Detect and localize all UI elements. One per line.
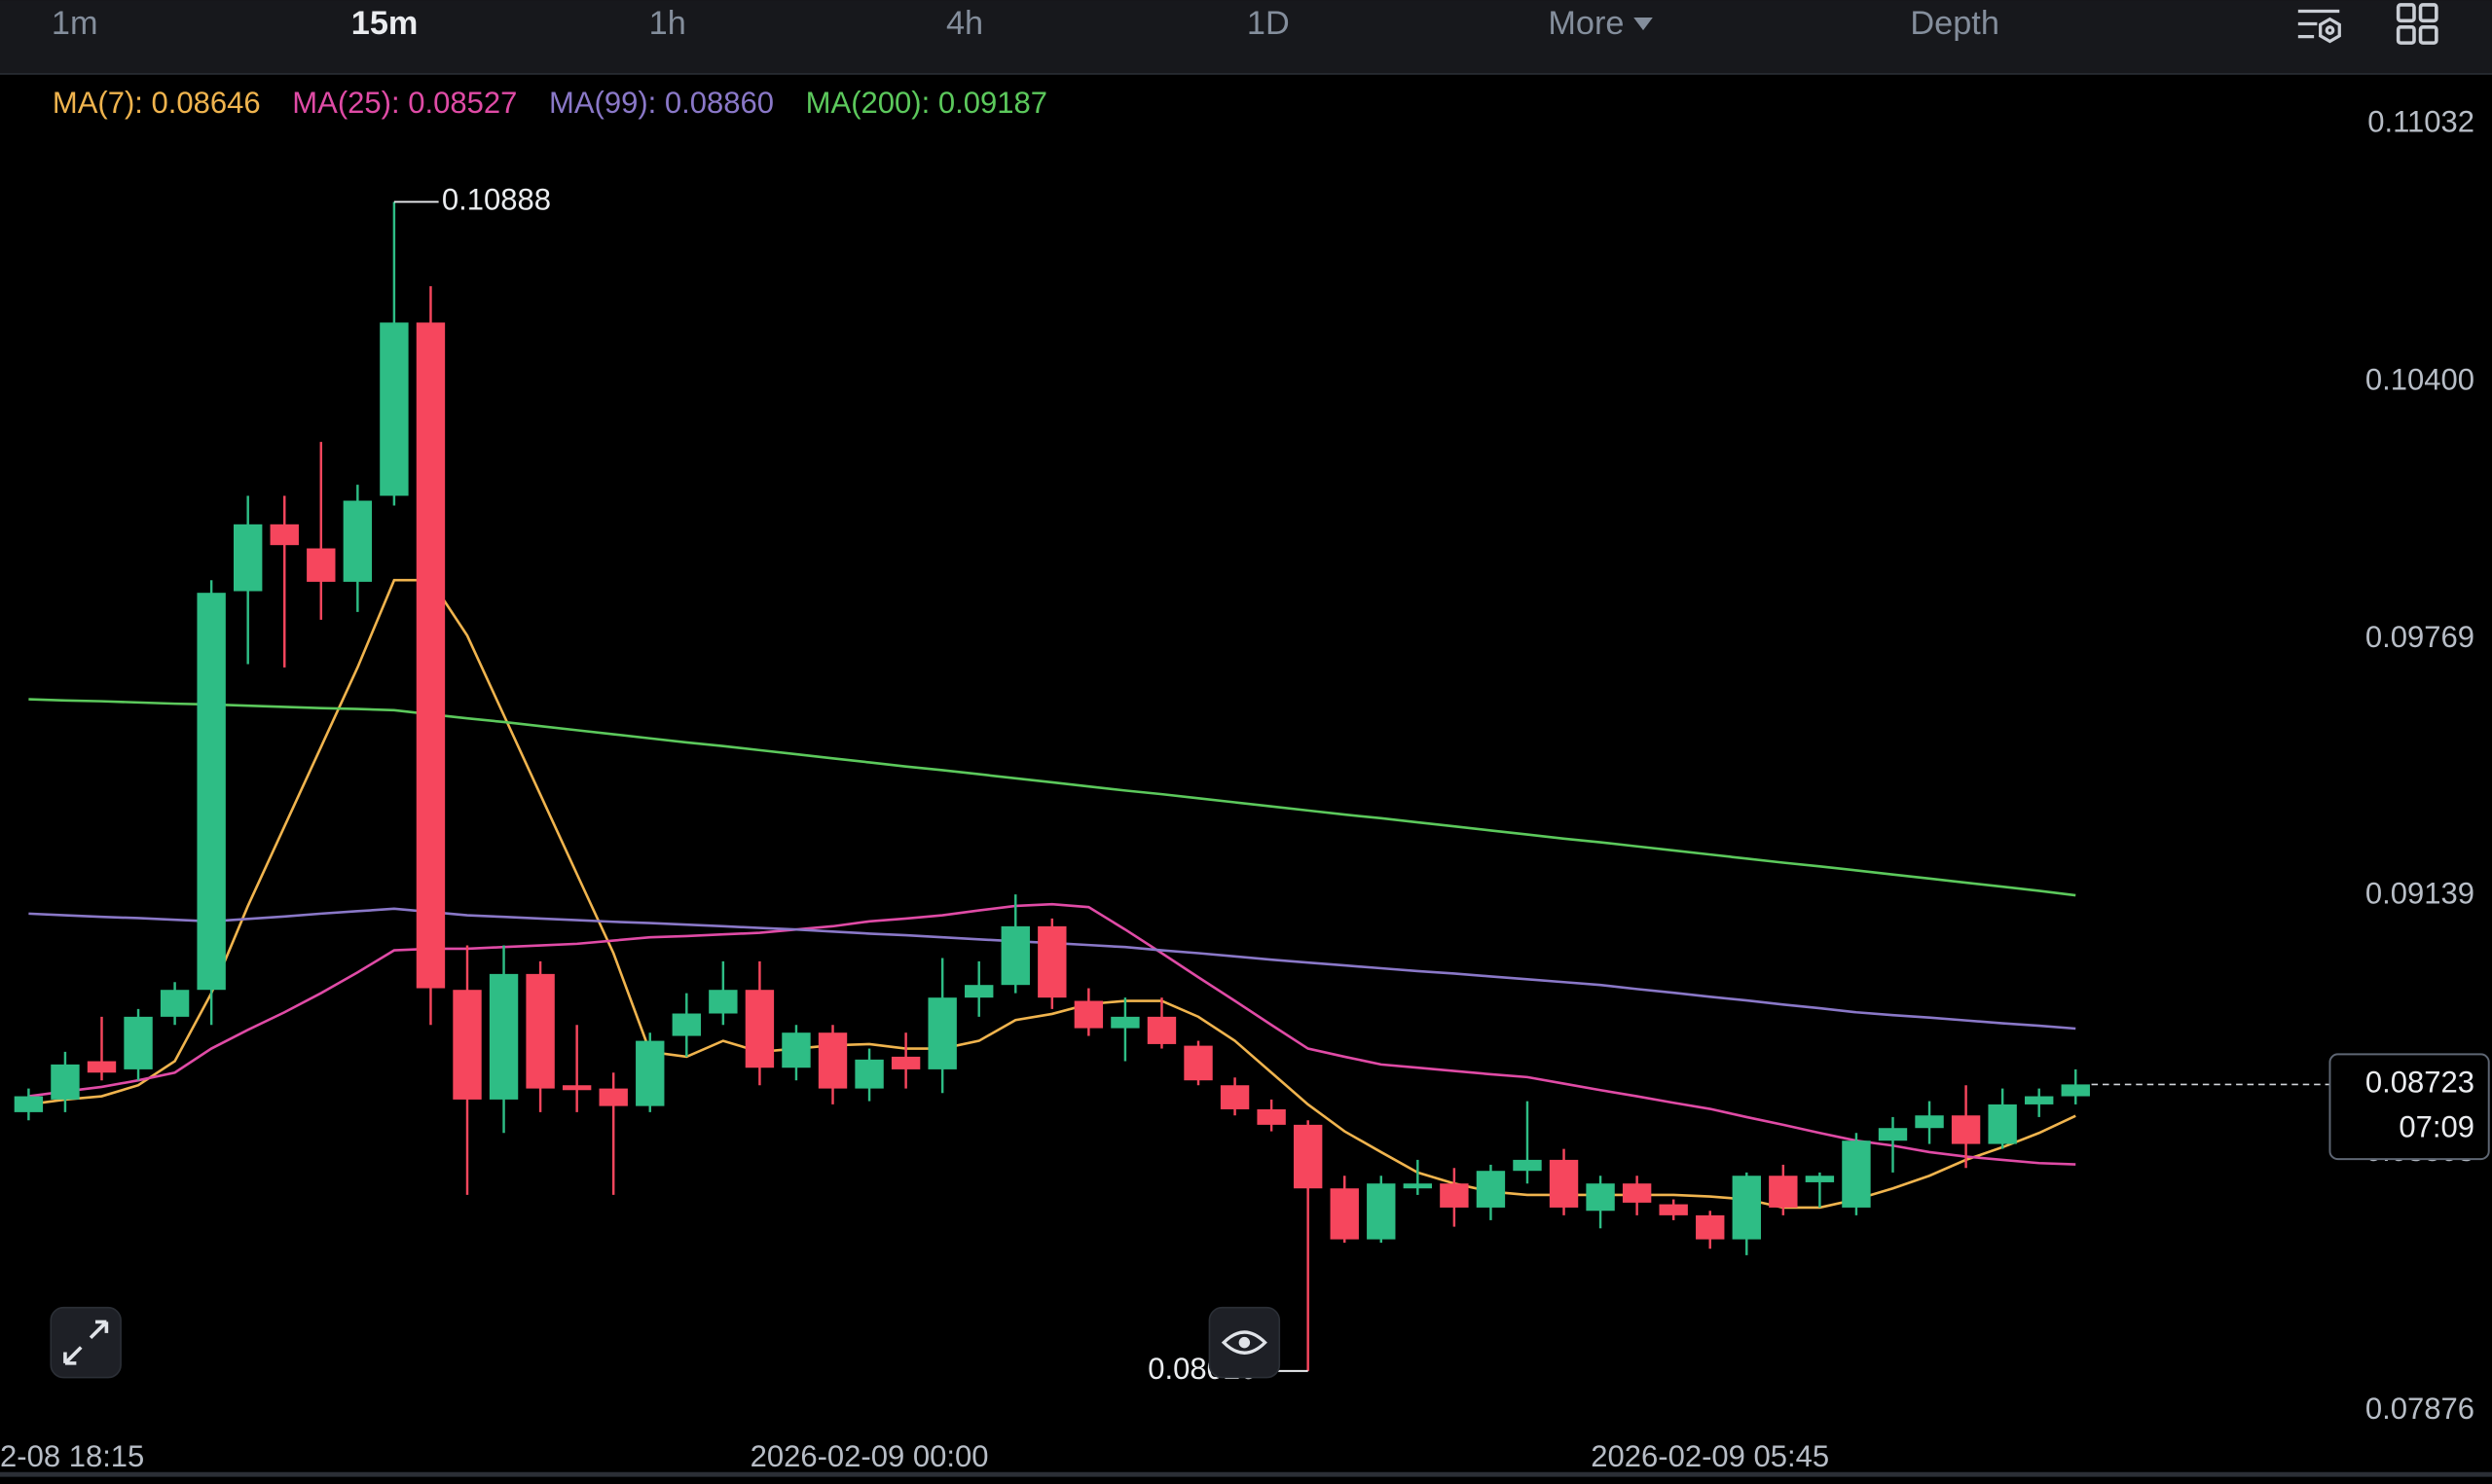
candle-body — [1184, 1045, 1213, 1081]
y-tick-label: 0.09769 — [2365, 620, 2474, 654]
candle-body — [1769, 1176, 1798, 1208]
layout-icon[interactable] — [2396, 3, 2438, 45]
candle-body — [1805, 1176, 1835, 1182]
y-tick-label: 0.11032 — [2367, 105, 2474, 139]
candle-body — [782, 1032, 811, 1068]
tab[interactable]: 4h — [946, 5, 983, 42]
candle-body — [1696, 1214, 1725, 1240]
price-tag-value: 0.08723 — [2365, 1066, 2474, 1100]
candle-body — [1513, 1159, 1542, 1172]
tab[interactable]: 1D — [1247, 5, 1290, 42]
candle-body — [489, 973, 519, 1100]
x-tick-label: 2026-02-09 00:00 — [751, 1439, 989, 1473]
candle-body — [87, 1061, 117, 1073]
tab[interactable]: Depth — [1910, 5, 1998, 42]
candle-body — [1842, 1140, 1871, 1208]
candle-body — [1915, 1115, 1944, 1129]
legend-entry: MA(200): 0.09187 — [806, 86, 1047, 120]
candle-body — [160, 990, 190, 1017]
candle-body — [416, 322, 446, 989]
candle-body — [453, 990, 482, 1100]
y-tick-label: 0.10400 — [2365, 362, 2474, 396]
ma-line — [28, 902, 2076, 1166]
candle-body — [380, 322, 409, 496]
legend-entry: MA(7): 0.08646 — [53, 86, 261, 120]
x-tick-label: 2026-02-09 05:45 — [1591, 1439, 1829, 1473]
candle-body — [1440, 1183, 1469, 1208]
x-tick-label: 2-08 18:15 — [0, 1439, 144, 1473]
candle-body — [1293, 1124, 1323, 1189]
candle-body — [1220, 1085, 1250, 1109]
legend-entry: MA(99): 0.08860 — [549, 86, 774, 120]
eye-pupil — [1238, 1336, 1251, 1349]
candle-body — [1074, 1000, 1104, 1029]
candle-body — [891, 1056, 921, 1069]
plot-area — [14, 201, 2090, 1371]
candle-body — [307, 548, 336, 582]
candle-body — [636, 1040, 665, 1106]
candle-body — [1001, 925, 1030, 986]
candle-body — [1476, 1171, 1506, 1208]
toolbar — [0, 0, 2492, 74]
candle-body — [965, 985, 994, 998]
candle-body — [1586, 1183, 1615, 1212]
dropdown-arrow — [1633, 18, 1653, 31]
overlay: 0.110320.104000.097690.091390.085080.078… — [0, 86, 2490, 1473]
candle-body — [1988, 1104, 2017, 1144]
candle-body — [672, 1013, 701, 1036]
candle-body — [270, 524, 299, 546]
y-tick-label: 0.09139 — [2365, 877, 2474, 911]
candle-body — [1330, 1188, 1359, 1240]
candle-body — [1622, 1183, 1652, 1203]
candle-body — [343, 500, 373, 582]
candle-body — [1732, 1176, 1761, 1240]
ma-line — [28, 698, 2076, 897]
candle-body — [14, 1096, 44, 1112]
candle-body — [2025, 1096, 2054, 1104]
candle-body — [818, 1032, 848, 1089]
tab[interactable]: More — [1548, 5, 1624, 42]
settings-icon[interactable] — [2297, 9, 2341, 44]
candle-body — [855, 1059, 884, 1089]
candle-body — [599, 1088, 628, 1106]
candle-body — [1257, 1108, 1286, 1125]
candle-body — [562, 1085, 592, 1091]
candle-body — [2061, 1084, 2090, 1097]
tabs: 1m 15m 1h 4h 1D More Depth — [52, 5, 1999, 42]
legend-entry: MA(25): 0.08527 — [292, 86, 517, 120]
candle-body — [709, 990, 738, 1014]
tab[interactable]: 15m — [351, 5, 419, 42]
candle-body — [745, 990, 775, 1068]
fullscreen-button[interactable] — [50, 1306, 122, 1379]
candle-body — [928, 997, 957, 1069]
candle-body — [1147, 1016, 1177, 1044]
price-tag-countdown: 07:09 — [2399, 1109, 2474, 1143]
candle-body — [526, 973, 555, 1089]
candle-body — [1659, 1204, 1688, 1215]
candle-body — [51, 1064, 80, 1100]
candle-body — [1038, 925, 1067, 998]
candle-body — [197, 593, 226, 991]
y-tick-label: 0.07876 — [2365, 1392, 2474, 1426]
candle-body — [1403, 1183, 1433, 1189]
candle-body — [1367, 1183, 1396, 1240]
price-tag — [2328, 1053, 2490, 1161]
candle-body — [1111, 1016, 1140, 1029]
visibility-button[interactable] — [1208, 1306, 1281, 1379]
candle-body — [234, 524, 263, 592]
eye-icon — [1221, 1330, 1267, 1355]
tab[interactable]: 1h — [649, 5, 686, 42]
high-label: 0.10888 — [442, 183, 551, 217]
candle-body — [1878, 1128, 1908, 1141]
candle-body — [1951, 1115, 1981, 1144]
candle-body — [124, 1016, 153, 1069]
tab[interactable]: 1m — [52, 5, 98, 42]
candle-body — [1549, 1159, 1579, 1208]
